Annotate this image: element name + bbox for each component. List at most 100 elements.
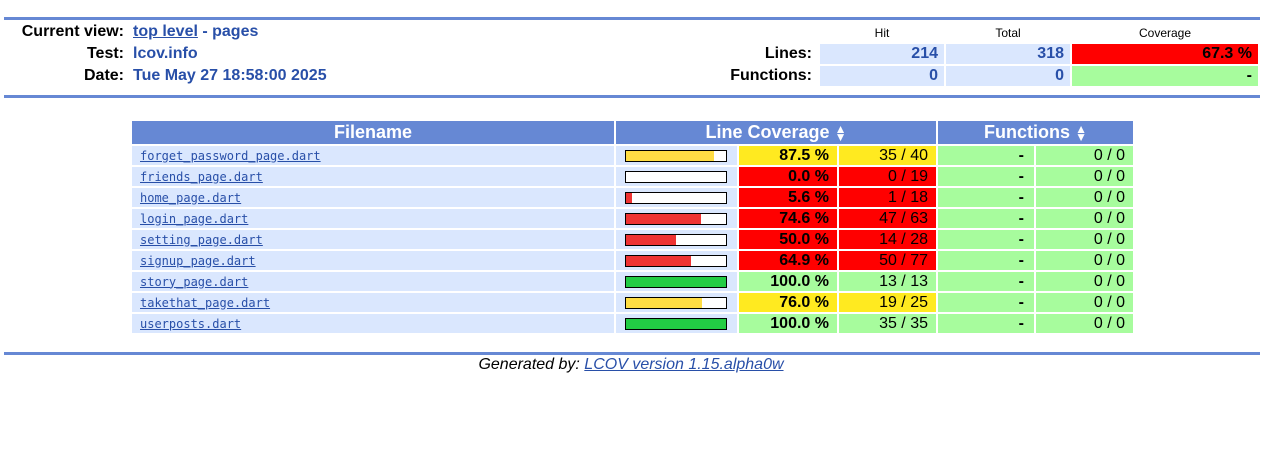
summary-lines-hit: 214 — [820, 44, 944, 64]
line-count: 13 / 13 — [839, 272, 936, 291]
coverage-bar — [625, 191, 727, 204]
coverage-bar-cell — [616, 251, 737, 270]
file-cell: forget_password_page.dart — [132, 146, 614, 165]
function-percent: - — [938, 209, 1034, 228]
line-count: 0 / 19 — [839, 167, 936, 186]
coverage-bar — [625, 233, 727, 246]
coverage-percent: 87.5 % — [739, 146, 837, 165]
coverage-bar-cell — [616, 167, 737, 186]
coverage-percent: 50.0 % — [739, 230, 837, 249]
line-count: 35 / 35 — [839, 314, 936, 333]
footer-rule — [4, 352, 1260, 355]
file-link[interactable]: forget_password_page.dart — [140, 148, 321, 163]
file-link[interactable]: userposts.dart — [140, 316, 242, 331]
coverage-percent: 0.0 % — [739, 167, 837, 186]
summary-lines-total: 318 — [946, 44, 1070, 64]
coverage-bar — [625, 170, 727, 183]
function-percent: - — [938, 188, 1034, 207]
file-link[interactable]: setting_page.dart — [140, 232, 263, 247]
file-link[interactable]: login_page.dart — [140, 211, 249, 226]
sort-icon[interactable]: ▲ ▼ — [1075, 122, 1087, 145]
line-count: 1 / 18 — [839, 188, 936, 207]
file-cell: setting_page.dart — [132, 230, 614, 249]
file-cell: userposts.dart — [132, 314, 614, 333]
line-count: 19 / 25 — [839, 293, 936, 312]
coverage-bar-fill — [626, 192, 632, 203]
function-percent: - — [938, 146, 1034, 165]
function-percent: - — [938, 251, 1034, 270]
line-coverage-header[interactable]: Line Coverage ▲ ▼ — [616, 121, 936, 144]
coverage-bar-fill — [626, 318, 726, 329]
function-count: 0 / 0 — [1036, 293, 1133, 312]
table-row: forget_password_page.dart 87.5 % 35 / 40-0… — [132, 146, 1133, 165]
file-link[interactable]: story_page.dart — [140, 274, 249, 289]
function-percent: - — [938, 230, 1034, 249]
coverage-bar-cell — [616, 230, 737, 249]
file-coverage-table: Filename Line Coverage ▲ ▼ Functions ▲ ▼ f… — [130, 119, 1135, 335]
summary-total-header: Total — [995, 26, 1021, 40]
top-level-link[interactable]: top level — [133, 23, 198, 40]
coverage-bar-cell — [616, 146, 737, 165]
file-cell: story_page.dart — [132, 272, 614, 291]
function-count: 0 / 0 — [1036, 230, 1133, 249]
line-count: 35 / 40 — [839, 146, 936, 165]
summary-coverage-header: Coverage — [1138, 26, 1192, 40]
summary-lines-coverage: 67.3 % — [1072, 44, 1258, 64]
summary-functions-hit: 0 — [820, 66, 944, 86]
test-value: lcov.info — [133, 45, 198, 62]
line-count: 14 / 28 — [839, 230, 936, 249]
file-link[interactable]: signup_page.dart — [140, 253, 256, 268]
coverage-bar — [625, 254, 727, 267]
coverage-bar — [625, 275, 727, 288]
coverage-bar — [625, 317, 727, 330]
function-count: 0 / 0 — [1036, 272, 1133, 291]
file-cell: home_page.dart — [132, 188, 614, 207]
current-view-label: Current view: — [21, 23, 124, 40]
summary-functions-label: Functions: — [730, 67, 812, 84]
sort-icon[interactable]: ▲ ▼ — [834, 122, 847, 145]
coverage-bar — [625, 212, 727, 225]
file-cell: signup_page.dart — [132, 251, 614, 270]
table-row: story_page.dart 100.0 % 13 / 13-0 / 0 — [132, 272, 1133, 291]
coverage-bar-fill — [626, 213, 701, 224]
coverage-bar-fill — [626, 255, 691, 266]
line-count: 50 / 77 — [839, 251, 936, 270]
file-link[interactable]: takethat_page.dart — [140, 295, 271, 310]
filename-header[interactable]: Filename — [132, 121, 614, 144]
functions-header[interactable]: Functions ▲ ▼ — [938, 121, 1133, 144]
table-header-row: Filename Line Coverage ▲ ▼ Functions ▲ ▼ — [132, 121, 1133, 144]
date-label: Date: — [83, 67, 124, 84]
file-cell: friends_page.dart — [132, 167, 614, 186]
coverage-percent: 74.6 % — [739, 209, 837, 228]
footer-prefix: Generated by: — [478, 356, 585, 373]
coverage-bar — [625, 149, 727, 162]
coverage-bar-fill — [626, 276, 726, 287]
lcov-version-link[interactable]: LCOV version 1.15.alpha0w — [584, 356, 784, 373]
current-view-rest: - pages — [197, 23, 259, 40]
coverage-bar-fill — [626, 234, 676, 245]
table-row: userposts.dart 100.0 % 35 / 35-0 / 0 — [132, 314, 1133, 333]
file-cell: takethat_page.dart — [132, 293, 614, 312]
summary-functions-coverage: - — [1072, 66, 1258, 86]
coverage-percent: 64.9 % — [739, 251, 837, 270]
current-view-value: top level - pages — [133, 23, 258, 41]
summary-lines-label: Lines: — [764, 45, 812, 62]
function-count: 0 / 0 — [1036, 251, 1133, 270]
coverage-bar-fill — [626, 297, 702, 308]
file-link[interactable]: friends_page.dart — [140, 169, 263, 184]
table-row: friends_page.dart 0.0 % 0 / 19-0 / 0 — [132, 167, 1133, 186]
function-count: 0 / 0 — [1036, 314, 1133, 333]
table-row: login_page.dart 74.6 % 47 / 63-0 / 0 — [132, 209, 1133, 228]
line-count: 47 / 63 — [839, 209, 936, 228]
function-count: 0 / 0 — [1036, 209, 1133, 228]
coverage-bar — [625, 296, 727, 309]
coverage-bar-cell — [616, 209, 737, 228]
table-row: setting_page.dart 50.0 % 14 / 28-0 / 0 — [132, 230, 1133, 249]
top-rule — [4, 17, 1260, 20]
file-link[interactable]: home_page.dart — [140, 190, 242, 205]
table-row: home_page.dart 5.6 % 1 / 18-0 / 0 — [132, 188, 1133, 207]
coverage-bar-cell — [616, 188, 737, 207]
coverage-bar-cell — [616, 272, 737, 291]
date-value: Tue May 27 18:58:00 2025 — [133, 67, 327, 84]
coverage-percent: 100.0 % — [739, 314, 837, 333]
